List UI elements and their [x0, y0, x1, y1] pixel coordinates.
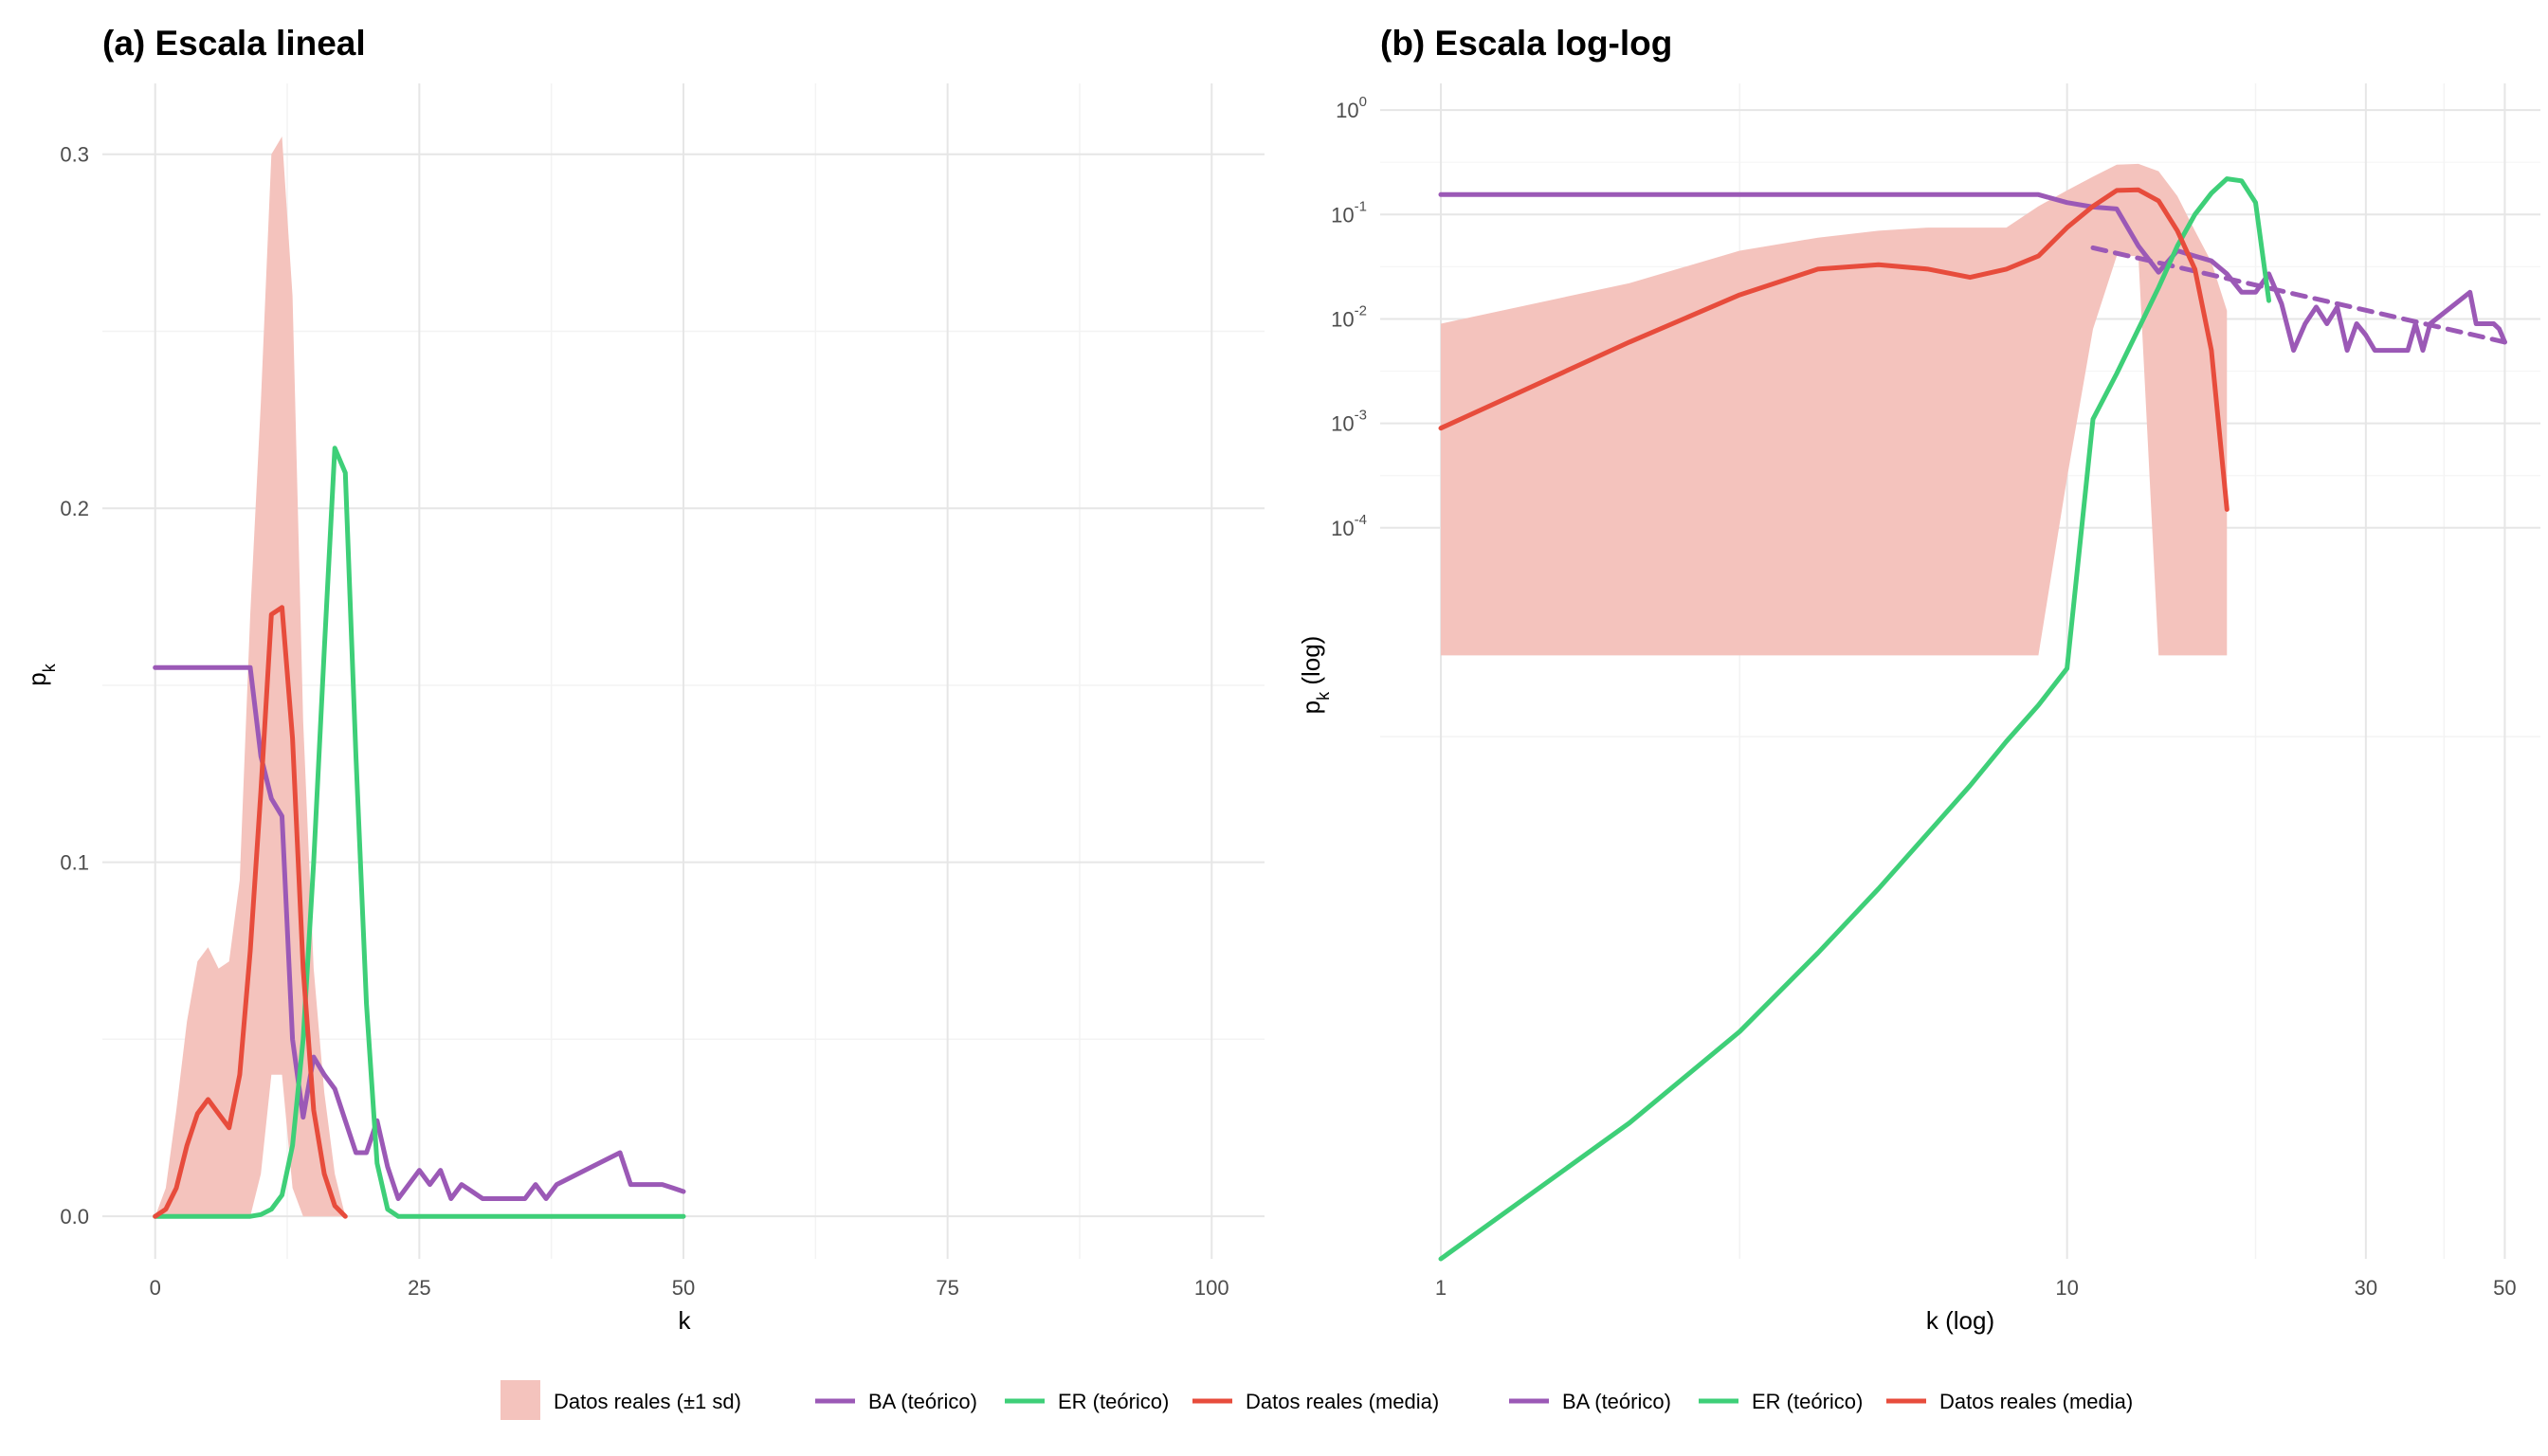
- panel-b-ylabel: pk (log): [1297, 636, 1333, 715]
- panel-b-title: (b) Escala log-log: [1380, 24, 1672, 63]
- series-line: [153, 605, 348, 1219]
- y-tick-label: 10-2: [1331, 302, 1367, 331]
- series-line: [1438, 176, 2271, 1262]
- series-line: [1438, 187, 2230, 512]
- series-line: [153, 664, 686, 1201]
- y-tick-label: 0.2: [60, 497, 89, 520]
- panel-b-ribbon: [1441, 163, 2228, 656]
- legend: Datos reales (±1 sd) BA (teórico) ER (teór…: [500, 1380, 2133, 1420]
- x-tick-label: 10: [2055, 1276, 2078, 1300]
- panel-a-ylabel: pk: [23, 663, 59, 685]
- y-tick-label: 0.3: [60, 143, 89, 167]
- legend-label: BA (teórico): [1562, 1390, 1671, 1413]
- legend-label: ER (teórico): [1058, 1390, 1169, 1413]
- legend-label: BA (teórico): [868, 1390, 977, 1413]
- x-tick-label: 100: [1194, 1276, 1229, 1300]
- y-tick-label: 0.0: [60, 1205, 89, 1228]
- legend-label: Datos reales (±1 sd): [554, 1390, 741, 1413]
- legend-label: ER (teórico): [1752, 1390, 1863, 1413]
- legend-label: Datos reales (media): [1246, 1390, 1439, 1413]
- x-tick-label: 0: [150, 1276, 161, 1300]
- x-tick-label: 25: [408, 1276, 430, 1300]
- x-tick-label: 1: [1435, 1276, 1447, 1300]
- y-tick-label: 10-4: [1331, 512, 1367, 540]
- y-tick-label: 10-1: [1331, 198, 1367, 227]
- x-tick-label: 75: [936, 1276, 958, 1300]
- panel-a-xlabel: k: [679, 1306, 692, 1335]
- series-line: [2090, 245, 2507, 345]
- panel-a-lines: [153, 446, 686, 1219]
- x-tick-label: 30: [2355, 1276, 2377, 1300]
- panel-b-ticks: 1 10 30 50 100 10-1 10-2 10-3 10-4: [1331, 94, 2516, 1300]
- panel-a-ticks: 0 25 50 75 100 0.0 0.1 0.2 0.3: [60, 143, 1228, 1300]
- series-line: [1438, 191, 2507, 354]
- ribbon-band: [1441, 163, 2228, 656]
- series-line: [153, 446, 686, 1219]
- y-tick-label: 100: [1336, 94, 1367, 122]
- panel-b-loglog: (b) Escala log-log 1 10 30 50 100 10-1 10-2 10-…: [1297, 24, 2540, 1335]
- legend-label: Datos reales (media): [1939, 1390, 2133, 1413]
- y-tick-label: 0.1: [60, 851, 89, 875]
- legend-key-fill: [500, 1380, 540, 1420]
- panel-b-xlabel: k (log): [1926, 1306, 1994, 1335]
- panel-a-title: (a) Escala lineal: [102, 24, 366, 63]
- panel-a-linear: (a) Escala lineal 0 25 50 75 100 0.0 0.1 0.2 0.3…: [23, 24, 1265, 1335]
- x-tick-label: 50: [2493, 1276, 2516, 1300]
- x-tick-label: 50: [672, 1276, 695, 1300]
- y-tick-label: 10-3: [1331, 408, 1367, 436]
- panel-b-lines: [1438, 176, 2507, 1262]
